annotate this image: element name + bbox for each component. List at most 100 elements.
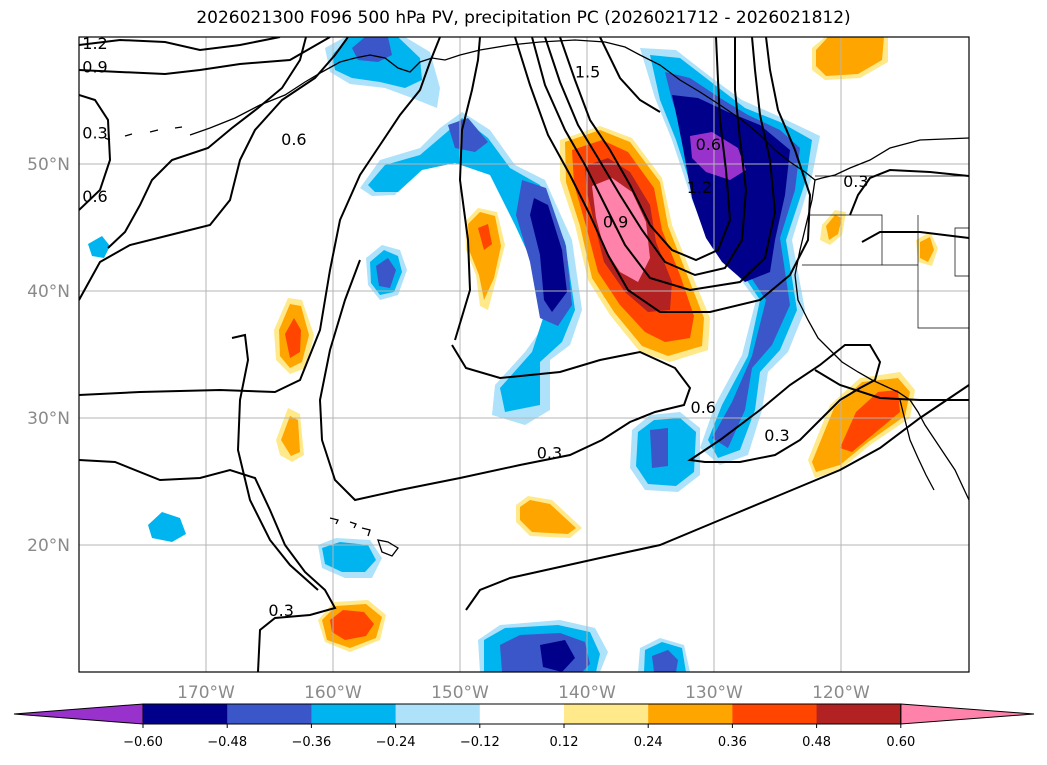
- pv-contour-0.6-east: [687, 344, 882, 463]
- figure-title: 2026021300 F096 500 hPa PV, precipitatio…: [196, 8, 851, 28]
- colorbar-swatch: [479, 704, 565, 724]
- lon-tick-170w: 170°W: [177, 683, 235, 703]
- pv-contour-0.3-se: [814, 369, 969, 401]
- shade-pos-main-pink: [592, 178, 650, 282]
- pv-contour-1.2-ak: [599, 37, 661, 113]
- pv-contour-0.6-cross: [454, 37, 481, 341]
- shade-neg-small3: [88, 236, 110, 258]
- pv-contour-0.6-main: [79, 37, 349, 301]
- pv-contour-0.6-nw: [107, 37, 307, 249]
- shade-neg-arc-mid: [448, 118, 488, 152]
- colorbar-level-label: 0.24: [634, 735, 663, 750]
- pv-contour-labels: 1.2 0.9 0.3 0.6 0.6 1.5 0.9 1.2 0.6 0.3 0.6 0.3 0.3 0…: [82, 34, 868, 620]
- pv-contour-0.3-south: [465, 384, 969, 611]
- pv-contour-1.5: [559, 37, 732, 262]
- state-borders: [802, 175, 969, 329]
- pv-contour-0.6-loop: [318, 259, 692, 502]
- shade-pos-mid-red: [478, 224, 492, 250]
- shade-pos-mid-orange: [468, 212, 501, 300]
- pv-contours: [79, 37, 969, 672]
- colorbar-level-label: 0.48: [802, 735, 831, 750]
- pv-contour-label: 0.6: [281, 130, 306, 149]
- shade-pos-w1-red: [285, 318, 301, 358]
- colorbar-level-label: −0.36: [291, 735, 331, 750]
- pv-contour-0.6-ridge: [514, 37, 812, 313]
- pv-contour-0.3-sw: [79, 459, 337, 672]
- lat-tick-40n: 40°N: [27, 282, 70, 302]
- colorbar-swatch: [564, 704, 649, 724]
- colorbar-level-label: −0.24: [376, 735, 416, 750]
- colorbar-extend-max: [900, 703, 1035, 725]
- pv-contour-1.2: [79, 37, 281, 52]
- pv-contour-0.9: [79, 37, 331, 76]
- colorbar-swatch: [143, 704, 228, 724]
- pv-contour-0.9: [531, 37, 777, 292]
- shade-neg-small1-c: [376, 258, 396, 288]
- colorbar-extend-min: [13, 703, 144, 725]
- shade-neg-small2: [148, 512, 186, 542]
- colorbar-level-label: 0.36: [718, 735, 747, 750]
- colorbar-level-label: −0.12: [460, 735, 500, 750]
- lon-tick-130w: 130°W: [685, 683, 743, 703]
- pv-contour-label: 0.6: [691, 398, 716, 417]
- shade-neg-alaska-core: [352, 37, 392, 62]
- pv-contour-0.3-ne2: [849, 168, 969, 216]
- colorbar-swatch: [648, 704, 733, 724]
- colorbar-swatch: [227, 704, 312, 724]
- pv-contour-label: 0.9: [603, 213, 628, 232]
- pv-contour-label: 0.3: [82, 124, 107, 143]
- shade-pos-sw-red: [840, 390, 900, 452]
- pv-contour-label: 1.5: [575, 63, 600, 82]
- pv-contour-0.3-outer: [79, 37, 441, 396]
- canada-coast: [814, 137, 969, 181]
- pv-contour-label: 0.3: [537, 444, 562, 463]
- colorbar-level-label: −0.48: [207, 735, 247, 750]
- colorbar-level-label: 0.60: [886, 735, 915, 750]
- pv-contour-label: 0.9: [82, 58, 107, 77]
- lon-tick-labels: 170°W 160°W 150°W 140°W 130°W 120°W: [177, 683, 870, 703]
- lon-tick-160w: 160°W: [304, 683, 362, 703]
- pv-contour-0.3-mid: [231, 333, 319, 591]
- shade-neg-bottom2-mid: [652, 650, 678, 672]
- colorbar-level-label: 0.12: [550, 735, 579, 750]
- lat-tick-30n: 30°N: [27, 409, 70, 429]
- pv-contour-0.6-west: [79, 94, 112, 211]
- aleutian-islands: [104, 126, 183, 141]
- colorbar-swatch: [395, 704, 481, 724]
- colorbar-swatch: [732, 704, 818, 724]
- shade-neg-hawaii-b: [322, 542, 376, 572]
- shade-pos-bc-orange: [826, 215, 842, 240]
- colorbar: −0.60 −0.48 −0.36 −0.24 −0.12 0.12 0.24 0.36 0.4…: [13, 703, 1035, 750]
- alaska-coast: [189, 39, 816, 181]
- pv-contour-0.3-ne: [861, 231, 969, 243]
- lat-tick-labels: 50°N 40°N 30°N 20°N: [27, 155, 70, 556]
- shade-neg-bottom-dark: [540, 640, 575, 672]
- shade-pos-w2-orange: [281, 416, 300, 456]
- pv-contour-label: 0.6: [696, 135, 721, 154]
- map-frame: [78, 36, 970, 673]
- pv-contour-label: 0.6: [82, 187, 107, 206]
- colorbar-frame: [142, 703, 902, 725]
- pv-contour-1.2: [544, 37, 748, 277]
- pv-contour-label: 0.3: [764, 426, 789, 445]
- coastlines: [104, 39, 969, 557]
- pv-contour-label: 1.2: [82, 34, 107, 53]
- shade-pos-s2-red: [330, 610, 374, 640]
- colorbar-level-label: −0.60: [123, 735, 163, 750]
- shade-pos-east-orange: [920, 237, 934, 262]
- lon-tick-150w: 150°W: [431, 683, 489, 703]
- shade-pos-ne-orange: [816, 37, 884, 76]
- lat-tick-50n: 50°N: [27, 155, 70, 175]
- pv-contour-label: 0.3: [268, 601, 293, 620]
- shade-neg-sub-mid: [650, 428, 668, 468]
- lon-tick-140w: 140°W: [558, 683, 616, 703]
- colorbar-swatch: [311, 704, 397, 724]
- lon-tick-120w: 120°W: [812, 683, 870, 703]
- shade-neg-arc-core: [530, 198, 567, 312]
- colorbar-swatch: [816, 704, 902, 724]
- pv-contour-label: 1.2: [687, 178, 712, 197]
- lat-tick-20n: 20°N: [27, 536, 70, 556]
- shade-pos-s1-orange: [520, 500, 576, 534]
- baja-coast: [899, 399, 935, 491]
